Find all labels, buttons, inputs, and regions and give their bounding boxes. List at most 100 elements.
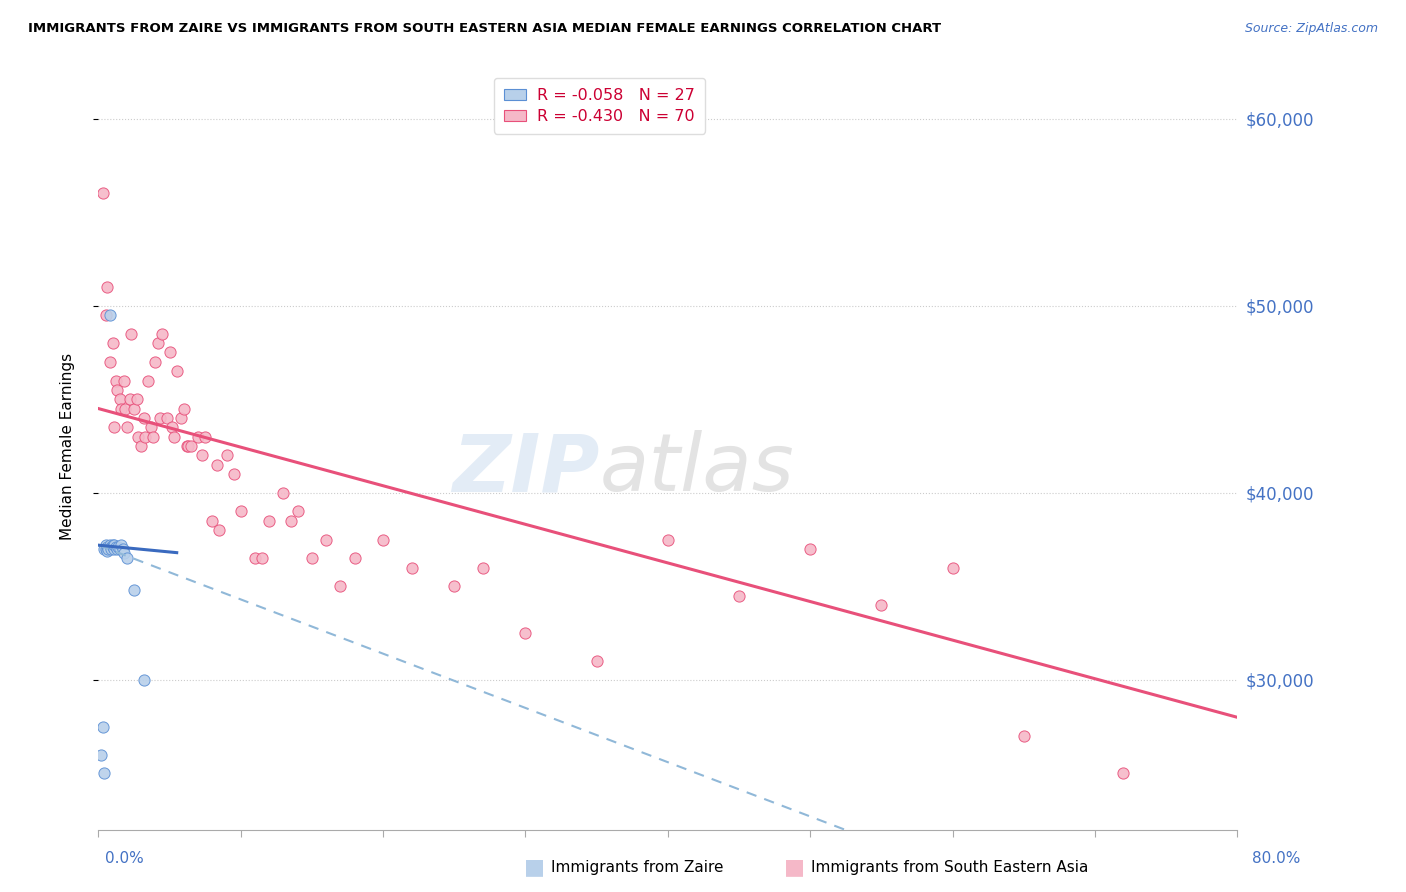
Point — [205, 458, 228, 472]
Point — [110, 538, 132, 552]
Point — [93, 766, 115, 780]
Point — [170, 411, 193, 425]
Text: Immigrants from South Eastern Asia: Immigrants from South Eastern Asia — [811, 860, 1088, 874]
Text: IMMIGRANTS FROM ZAIRE VS IMMIGRANTS FROM SOUTH EASTERN ASIA MEDIAN FEMALE EARNIN: IMMIGRANTS FROM ZAIRE VS IMMIGRANTS FROM… — [28, 22, 941, 36]
Point — [176, 439, 198, 453]
Point — [222, 467, 245, 481]
Point — [145, 355, 167, 369]
Point — [243, 551, 266, 566]
Point — [166, 364, 188, 378]
Point — [163, 430, 186, 444]
Point — [329, 579, 352, 593]
Point — [162, 420, 184, 434]
Point — [91, 720, 114, 734]
Point — [728, 589, 751, 603]
Point — [152, 326, 174, 341]
Point — [120, 326, 142, 341]
Point — [156, 411, 179, 425]
Point — [98, 355, 121, 369]
Point — [132, 411, 155, 425]
Point — [215, 448, 238, 462]
Text: 0.0%: 0.0% — [105, 851, 145, 865]
Point — [105, 541, 128, 556]
Point — [98, 308, 121, 322]
Point — [94, 538, 117, 552]
Point — [870, 598, 893, 612]
Point — [101, 538, 124, 552]
Point — [98, 538, 121, 552]
Point — [315, 533, 337, 547]
Point — [94, 541, 117, 556]
Point — [1012, 729, 1035, 743]
Point — [343, 551, 366, 566]
Point — [107, 540, 129, 554]
Point — [100, 541, 122, 556]
Point — [129, 439, 152, 453]
Point — [94, 308, 117, 322]
Text: ZIP: ZIP — [453, 430, 599, 508]
Point — [97, 541, 120, 556]
Point — [91, 186, 114, 201]
Point — [201, 514, 224, 528]
Point — [118, 392, 141, 407]
Point — [280, 514, 302, 528]
Point — [229, 504, 252, 518]
Text: Source: ZipAtlas.com: Source: ZipAtlas.com — [1244, 22, 1378, 36]
Point — [112, 546, 135, 560]
Point — [108, 541, 131, 556]
Point — [115, 420, 138, 434]
Point — [159, 345, 181, 359]
Point — [136, 374, 159, 388]
Point — [100, 540, 122, 554]
Text: ■: ■ — [785, 857, 804, 877]
Point — [799, 541, 821, 556]
Point — [111, 541, 134, 556]
Point — [471, 560, 494, 574]
Point — [108, 392, 131, 407]
Point — [1112, 766, 1135, 780]
Point — [101, 540, 124, 554]
Point — [93, 541, 115, 556]
Point — [90, 747, 112, 762]
Point — [194, 430, 217, 444]
Point — [208, 523, 231, 537]
Point — [371, 533, 394, 547]
Point — [125, 392, 148, 407]
Point — [134, 430, 156, 444]
Point — [187, 430, 209, 444]
Point — [585, 654, 607, 668]
Point — [173, 401, 195, 416]
Text: atlas: atlas — [599, 430, 794, 508]
Text: ■: ■ — [524, 857, 544, 877]
Point — [101, 336, 124, 351]
Point — [104, 374, 127, 388]
Point — [132, 673, 155, 687]
Point — [259, 514, 281, 528]
Point — [180, 439, 202, 453]
Point — [273, 485, 295, 500]
Point — [112, 374, 135, 388]
Point — [103, 541, 125, 556]
Point — [942, 560, 965, 574]
Point — [103, 420, 125, 434]
Point — [115, 551, 138, 566]
Point — [141, 430, 163, 444]
Point — [443, 579, 465, 593]
Text: 80.0%: 80.0% — [1253, 851, 1301, 865]
Point — [96, 280, 118, 294]
Point — [104, 540, 127, 554]
Legend: R = -0.058   N = 27, R = -0.430   N = 70: R = -0.058 N = 27, R = -0.430 N = 70 — [495, 78, 704, 134]
Text: Immigrants from Zaire: Immigrants from Zaire — [551, 860, 724, 874]
Point — [250, 551, 273, 566]
Point — [96, 540, 118, 554]
Point — [401, 560, 423, 574]
Y-axis label: Median Female Earnings: Median Female Earnings — [60, 352, 75, 540]
Point — [657, 533, 679, 547]
Point — [96, 543, 118, 558]
Point — [287, 504, 309, 518]
Point — [122, 583, 145, 598]
Point — [122, 401, 145, 416]
Point — [149, 411, 172, 425]
Point — [103, 538, 125, 552]
Point — [148, 336, 170, 351]
